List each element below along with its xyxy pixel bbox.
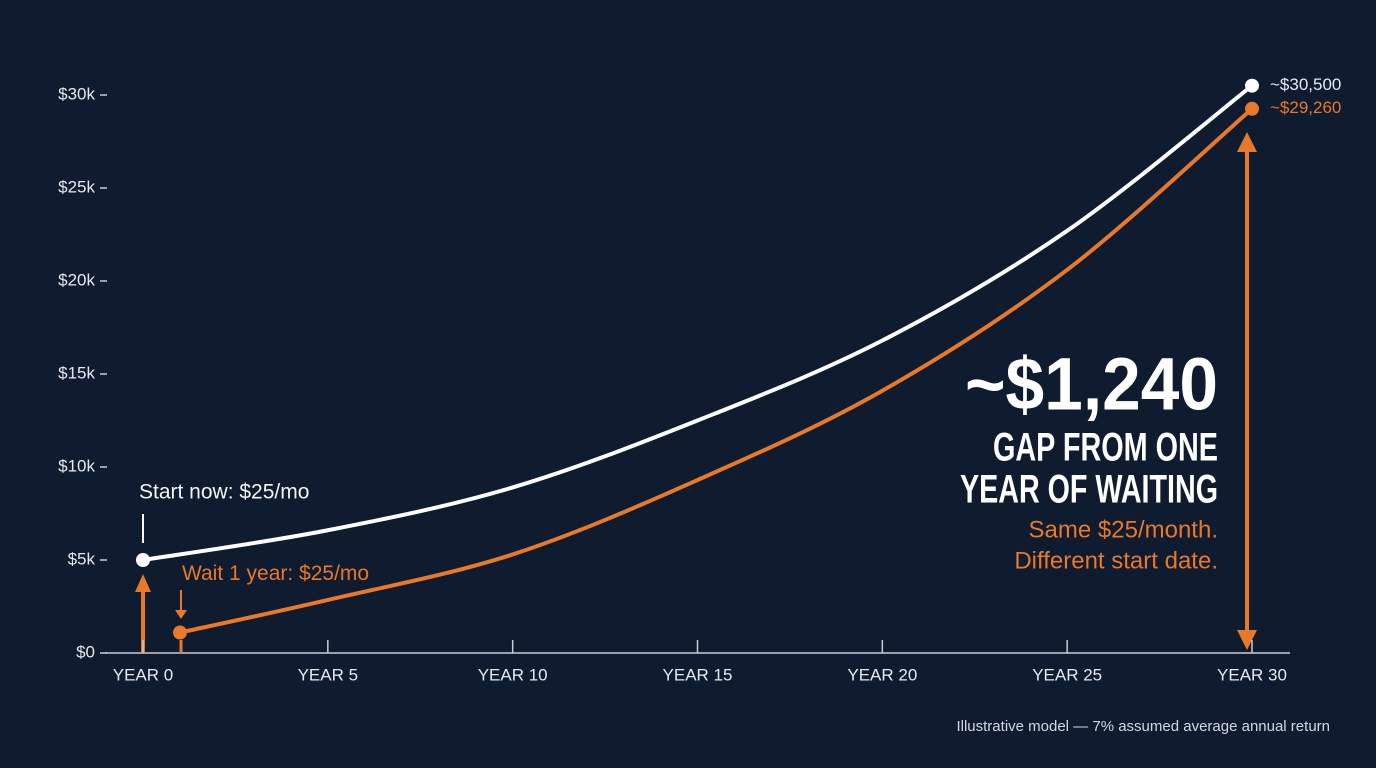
series-label: Wait 1 year: $25/mo bbox=[182, 562, 369, 585]
headline-line: YEAR OF WAITING bbox=[960, 468, 1218, 512]
subtext: Different start date. bbox=[1014, 547, 1218, 574]
x-tick-label: YEAR 0 bbox=[113, 665, 173, 684]
x-tick-label: YEAR 15 bbox=[663, 665, 733, 684]
point bbox=[172, 625, 187, 640]
series-line bbox=[179, 107, 1254, 635]
headline-line: GAP FROM ONE bbox=[993, 426, 1218, 470]
gap-arrow-head-top bbox=[1237, 132, 1257, 152]
wait-arrow-head bbox=[175, 610, 187, 619]
x-tick-label: YEAR 5 bbox=[298, 665, 358, 684]
y-tick-label: $0 bbox=[76, 642, 95, 661]
y-tick-label: $10k bbox=[58, 456, 95, 475]
value-label: ~$29,260 bbox=[1270, 98, 1341, 117]
y-tick-label: $25k bbox=[58, 177, 95, 196]
point bbox=[136, 553, 150, 567]
subtext: Same $25/month. bbox=[1029, 516, 1218, 543]
value-label: ~$30,500 bbox=[1270, 75, 1341, 94]
headline: ~$1,240 bbox=[965, 343, 1218, 426]
y-tick-label: $5k bbox=[68, 549, 96, 568]
y-tick-label: $20k bbox=[58, 270, 95, 289]
start-arrow-head bbox=[135, 574, 151, 592]
point bbox=[1245, 101, 1259, 116]
x-tick-label: YEAR 25 bbox=[1032, 665, 1102, 684]
point bbox=[1245, 78, 1259, 93]
footnote: Illustrative model — 7% assumed average … bbox=[956, 718, 1330, 735]
series-line bbox=[142, 84, 1254, 562]
series-label: Start now: $25/mo bbox=[139, 481, 309, 504]
y-tick-label: $15k bbox=[58, 363, 95, 382]
gap-arrow-head-bottom bbox=[1237, 630, 1257, 650]
x-tick-label: YEAR 30 bbox=[1217, 665, 1287, 684]
x-tick-label: YEAR 20 bbox=[847, 665, 917, 684]
y-tick-label: $30k bbox=[58, 84, 95, 103]
x-tick-label: YEAR 10 bbox=[478, 665, 548, 684]
